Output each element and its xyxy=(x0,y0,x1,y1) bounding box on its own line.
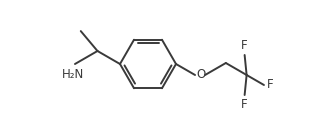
Text: F: F xyxy=(241,98,248,111)
Text: F: F xyxy=(241,39,248,52)
Text: H₂N: H₂N xyxy=(62,68,84,81)
Text: F: F xyxy=(267,78,273,92)
Text: O: O xyxy=(196,68,205,82)
